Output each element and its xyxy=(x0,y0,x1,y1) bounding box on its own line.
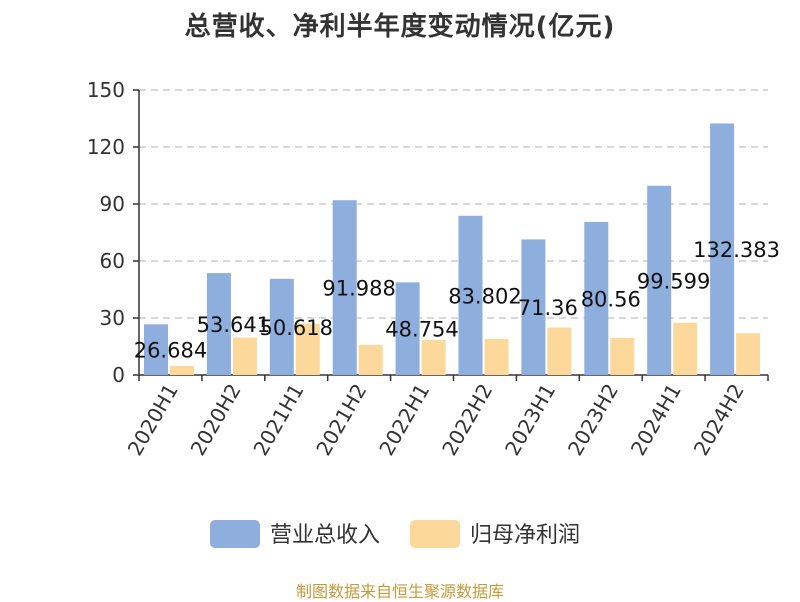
x-tick-label: 2022H2 xyxy=(437,380,497,460)
profit-bar xyxy=(170,365,194,375)
y-tick-label: 150 xyxy=(87,78,125,102)
revenue-bar xyxy=(144,324,168,375)
revenue-bar xyxy=(269,278,294,375)
x-tick-label: 2023H1 xyxy=(500,380,560,460)
y-tick-label: 120 xyxy=(87,135,125,159)
x-tick-label: 2024H1 xyxy=(626,380,686,460)
revenue-data-label: 91.988 xyxy=(322,277,395,301)
chart-title: 总营收、净利半年度变动情况(亿元) xyxy=(184,12,616,42)
profit-bar xyxy=(232,337,257,375)
profit-bar xyxy=(421,339,446,375)
revenue-bar xyxy=(458,215,483,375)
x-tick-label: 2021H1 xyxy=(248,380,308,460)
legend-label: 营业总收入 xyxy=(270,523,380,548)
revenue-data-label: 80.56 xyxy=(581,287,641,311)
y-tick-label: 90 xyxy=(100,192,125,216)
profit-bar xyxy=(547,327,572,375)
y-tick-label: 30 xyxy=(100,306,125,330)
x-tick-label: 2022H1 xyxy=(374,380,434,460)
profit-bar xyxy=(295,323,320,375)
profit-bar xyxy=(673,322,698,375)
x-tick-label: 2020H2 xyxy=(186,380,246,460)
revenue-bar xyxy=(584,221,609,375)
revenue-data-label: 99.599 xyxy=(637,269,710,293)
revenue-data-label: 50.618 xyxy=(260,316,333,340)
revenue-data-label: 132.383 xyxy=(693,238,780,262)
source-note: 制图数据来自恒生聚源数据库 xyxy=(295,582,504,601)
legend-swatch xyxy=(210,520,260,548)
profit-bar xyxy=(736,333,761,375)
revenue-data-label: 71.36 xyxy=(518,296,578,320)
x-tick-label: 2023H2 xyxy=(563,380,623,460)
legend-swatch xyxy=(410,520,460,548)
y-tick-label: 60 xyxy=(100,249,125,273)
revenue-bar xyxy=(206,273,231,375)
x-tick-label: 2021H2 xyxy=(311,380,371,460)
legend-label: 归母净利润 xyxy=(470,523,580,548)
x-tick-label: 2020H1 xyxy=(123,380,183,460)
revenue-data-label: 26.684 xyxy=(134,339,207,363)
x-tick-label: 2024H2 xyxy=(689,380,749,460)
revenue-bar xyxy=(647,185,672,375)
profit-bar xyxy=(484,338,509,375)
revenue-bar xyxy=(332,200,357,375)
revenue-bar xyxy=(710,123,735,376)
profit-bar xyxy=(610,337,635,375)
revenue-bar xyxy=(395,282,420,375)
revenue-data-label: 53.641 xyxy=(197,313,270,337)
revenue-data-label: 83.802 xyxy=(448,284,521,308)
y-tick-label: 0 xyxy=(112,363,125,387)
revenue-bar xyxy=(521,239,546,375)
revenue-data-label: 48.754 xyxy=(385,318,458,342)
profit-bar xyxy=(358,344,383,375)
